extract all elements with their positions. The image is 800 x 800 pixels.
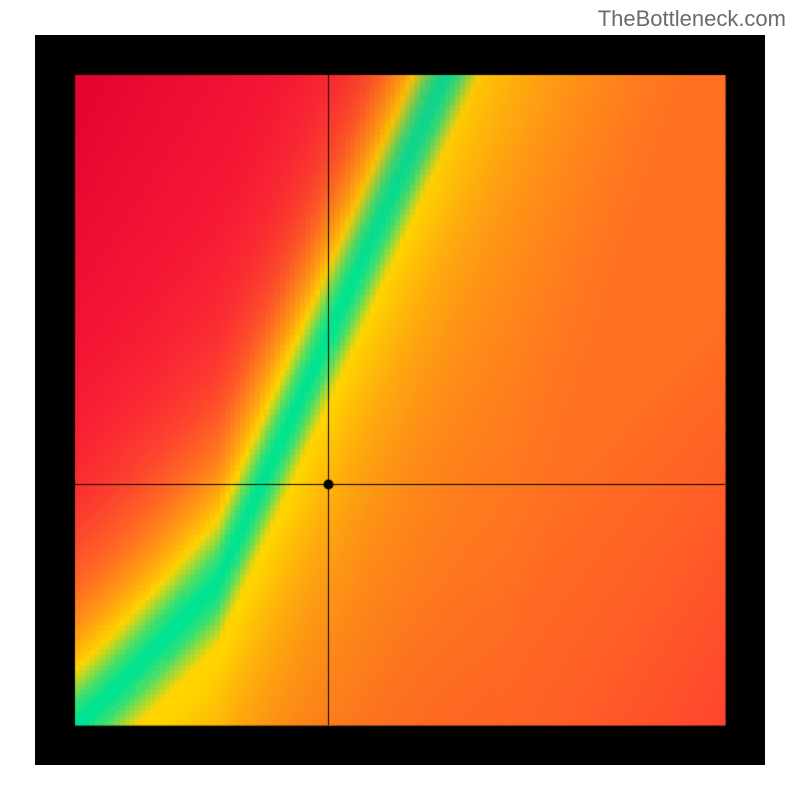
root: TheBottleneck.com: [0, 0, 800, 800]
plot-frame: [35, 35, 765, 765]
watermark-text: TheBottleneck.com: [598, 6, 786, 32]
heatmap-canvas: [35, 35, 765, 765]
